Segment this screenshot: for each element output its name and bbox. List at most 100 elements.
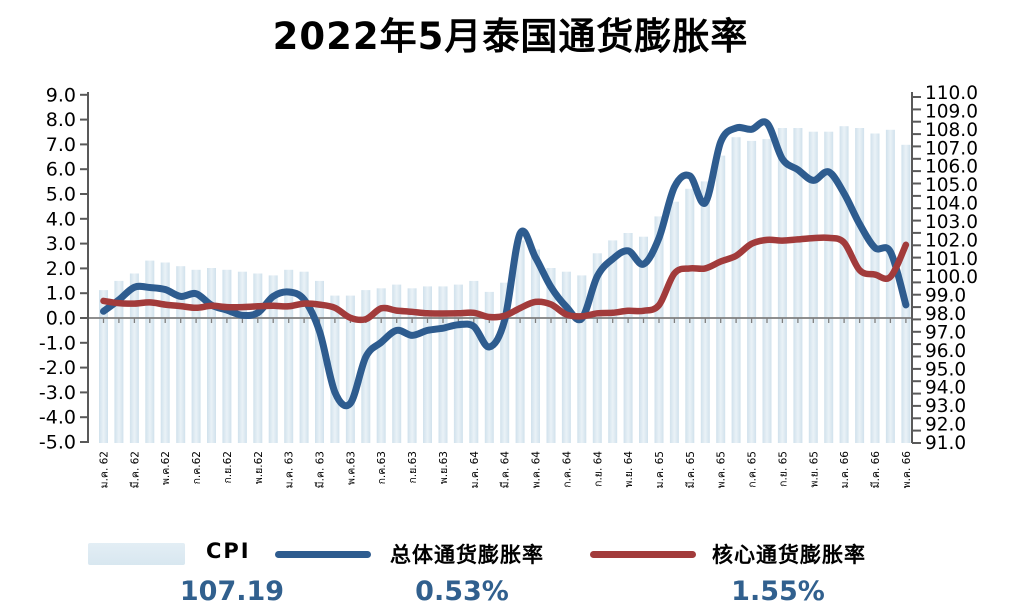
left-axis-tick-label: 6.0 xyxy=(46,159,76,181)
right-axis-tick-label: 93.0 xyxy=(925,396,966,417)
right-axis-tick-label: 94.0 xyxy=(925,378,966,399)
cpi-bar xyxy=(392,284,402,443)
right-axis-tick-label: 101.0 xyxy=(925,249,978,270)
right-axis-tick-label: 103.0 xyxy=(925,212,978,233)
legend-label-cpi: CPI xyxy=(206,539,251,563)
cpi-bar xyxy=(500,282,510,443)
cpi-bar xyxy=(623,233,633,443)
cpi-bar xyxy=(731,137,741,443)
cpi-bar xyxy=(592,253,602,443)
cpi-bar xyxy=(839,126,849,443)
cpi-bar xyxy=(793,128,803,443)
core-latest-value: 1.55% xyxy=(731,576,825,607)
cpi-bar xyxy=(546,268,556,443)
cpi-bar xyxy=(824,131,834,443)
cpi-bar xyxy=(114,280,124,443)
x-axis-tick-label: พ.ย.63 xyxy=(438,451,450,484)
right-axis-tick-label: 98.0 xyxy=(925,304,966,325)
right-axis-tick-label: 110.0 xyxy=(925,83,978,104)
left-axis-tick-label: 2.0 xyxy=(46,258,76,280)
left-axis-tick-label: -2.0 xyxy=(39,357,76,379)
left-axis-tick-label: -1.0 xyxy=(39,332,76,354)
x-axis-tick-label: มี.ค. 62 xyxy=(128,451,141,488)
x-axis-tick-label: ก.ค. 64 xyxy=(561,451,573,488)
left-axis: 9.0 8.0 7.0 6.0 5.04.0 3.0 2.0 1.0 0.0-1.0 -2.0 -3… xyxy=(39,84,89,454)
x-axis-tick-label: ก.ย. 64 xyxy=(592,451,604,487)
headline-latest-value: 0.53% xyxy=(415,576,509,607)
right-axis-tick-label: 106.0 xyxy=(925,157,978,178)
left-axis-tick-label: 4.0 xyxy=(46,208,76,230)
cpi-bar xyxy=(160,262,170,443)
right-axis-tick-label: 104.0 xyxy=(925,194,978,215)
cpi-bar xyxy=(376,288,386,443)
cpi-bar xyxy=(345,295,355,443)
cpi-bar xyxy=(639,236,648,443)
cpi-bar xyxy=(762,139,772,443)
x-axis-tick-label: มี.ค. 64 xyxy=(499,451,512,489)
cpi-bar xyxy=(700,181,710,443)
cpi-bar xyxy=(608,240,618,443)
left-axis-tick-label: 1.0 xyxy=(46,283,76,305)
x-axis-tick-label: มี.ค. 63 xyxy=(314,451,327,488)
core-inflation-line xyxy=(100,234,910,324)
cpi-bar xyxy=(222,269,232,443)
x-axis-tick-label: ม.ค. 64 xyxy=(469,451,481,489)
cpi-bar xyxy=(176,266,186,443)
cpi-bar xyxy=(438,286,448,443)
cpi-bar xyxy=(469,280,479,443)
x-axis-tick-label: พ.ย. 64 xyxy=(623,451,635,488)
x-axis-tick-label: ม.ค. 65 xyxy=(654,451,666,488)
cpi-bar xyxy=(531,249,540,443)
left-axis-tick-label: 0.0 xyxy=(46,308,76,330)
left-axis-tick-label: 9.0 xyxy=(46,84,76,106)
page-title: 2022年5月泰国通货膨胀率 xyxy=(272,15,749,58)
cpi-bars xyxy=(99,126,911,444)
cpi-bar xyxy=(407,288,417,443)
right-axis-tick-label: 108.0 xyxy=(925,120,978,141)
legend-cpi-bar-swatch xyxy=(88,543,185,565)
right-axis-tick-label: 95.0 xyxy=(925,359,966,380)
x-axis-tick-label: ก.ค.62 xyxy=(191,451,203,484)
right-axis-tick-label: 91.0 xyxy=(925,433,966,454)
x-axis-tick-label: ม.ค. 62 xyxy=(99,451,111,488)
x-axis-tick-label: มี.ค. 66 xyxy=(869,451,882,489)
cpi-bar xyxy=(808,131,818,443)
right-axis-tick-label: 109.0 xyxy=(925,101,978,122)
cpi-bar xyxy=(453,284,463,443)
cpi-bar xyxy=(284,269,294,443)
cpi-latest-value: 107.19 xyxy=(179,576,285,607)
cpi-bar xyxy=(315,280,324,443)
cpi-bar xyxy=(253,273,263,443)
legend-core-line-swatch xyxy=(590,551,696,558)
right-axis-tick-label: 107.0 xyxy=(925,138,978,159)
right-axis: 110.0109.0108.0107.0106.0105.0104.0103.0… xyxy=(911,83,978,454)
right-axis-tick-label: 96.0 xyxy=(925,341,966,362)
cpi-bar xyxy=(268,275,278,443)
cpi-bar xyxy=(855,128,865,443)
cpi-bar xyxy=(423,286,432,443)
x-axis-labels: ม.ค. 62 มี.ค. 62 พ.ค.62 ก.ค.62 ก.ย.62 พ.ย.62 ม… xyxy=(99,451,913,489)
cpi-bar xyxy=(330,295,340,443)
x-axis-tick-label: ม.ค. 63 xyxy=(284,451,296,488)
x-axis-tick-label: ก.ย.62 xyxy=(222,451,234,484)
x-axis-tick-label: พ.ค.62 xyxy=(160,451,172,485)
right-axis-tick-label: 102.0 xyxy=(925,230,978,251)
left-axis-tick-label: -5.0 xyxy=(39,432,76,454)
cpi-bar xyxy=(777,128,787,443)
cpi-bar xyxy=(129,273,139,443)
cpi-bar xyxy=(716,155,726,443)
x-axis-tick-label: พ.ค.63 xyxy=(345,451,357,485)
right-axis-tick-label: 99.0 xyxy=(925,286,966,307)
cpi-bar xyxy=(515,240,525,443)
cpi-bar xyxy=(237,271,247,443)
right-axis-tick-label: 100.0 xyxy=(925,267,978,288)
left-axis-tick-label: 3.0 xyxy=(46,233,76,255)
cpi-bar xyxy=(870,133,880,443)
right-axis-tick-label: 105.0 xyxy=(925,175,978,196)
x-axis-tick-label: ก.ค. 65 xyxy=(747,451,759,488)
x-axis-tick-label: พ.ค. 65 xyxy=(716,451,728,488)
legend-headline-line-swatch xyxy=(275,551,371,558)
x-axis-tick-label: พ.ค. 64 xyxy=(531,451,543,489)
cpi-bar xyxy=(577,275,587,443)
x-axis-tick-label: พ.ค. 66 xyxy=(901,451,913,489)
